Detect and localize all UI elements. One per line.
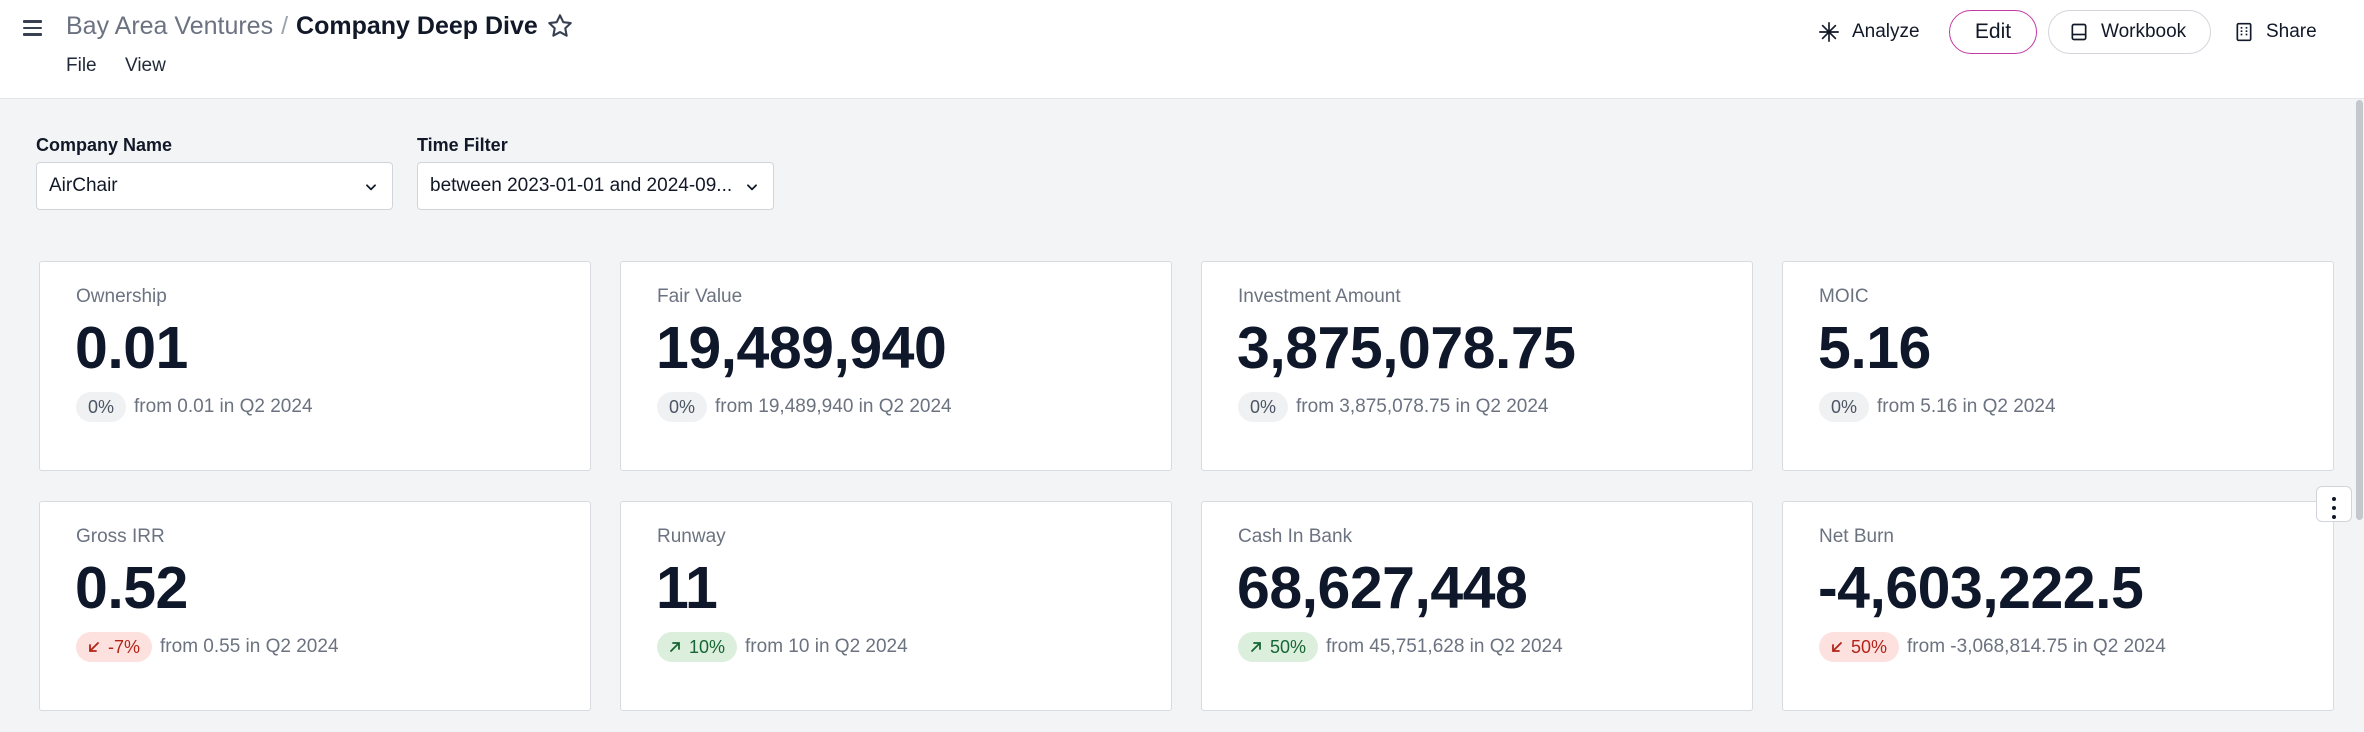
edit-label: Edit: [1974, 20, 2012, 43]
workbook-icon: [2071, 23, 2087, 41]
kpi-value: 0.52: [75, 555, 188, 621]
kpi-value: 3,875,078.75: [1237, 315, 1576, 381]
kpi-change: 0% from 3,875,078.75 in Q2 2024: [1238, 392, 1548, 422]
company-name-value: AirChair: [49, 175, 118, 196]
breadcrumb-separator: /: [281, 12, 289, 40]
share-button[interactable]: Share: [2234, 10, 2317, 54]
change-percent: 50%: [1851, 636, 1888, 657]
kpi-card-cash-in-bank[interactable]: Cash In Bank 68,627,448 50% from 45,751,…: [1201, 501, 1753, 711]
time-filter-select[interactable]: between 2023-01-01 and 2024-09...: [417, 162, 774, 210]
breadcrumb: Bay Area Ventures / Company Deep Dive: [66, 11, 538, 41]
kpi-value: 19,489,940: [656, 315, 947, 381]
change-from: from 3,875,078.75 in Q2 2024: [1296, 396, 1549, 417]
kpi-card-net-burn[interactable]: Net Burn -4,603,222.5 50% from -3,068,81…: [1782, 501, 2334, 711]
change-badge: 0%: [1238, 392, 1289, 422]
kpi-title: Cash In Bank: [1238, 526, 1353, 547]
more-vertical-icon[interactable]: [2316, 486, 2352, 522]
kpi-card-runway[interactable]: Runway 11 10% from 10 in Q2 2024: [620, 501, 1172, 711]
workbook-button[interactable]: Workbook: [2048, 10, 2211, 54]
share-label: Share: [2266, 21, 2317, 42]
scrollbar[interactable]: [2356, 100, 2363, 520]
arrow-up-right-icon: [670, 642, 680, 652]
arrow-down-left-icon: [1832, 642, 1842, 652]
kpi-value: -4,603,222.5: [1818, 555, 2144, 621]
workbook-label: Workbook: [2101, 21, 2187, 42]
chevron-down-icon: [366, 184, 376, 191]
sparkle-icon: [1819, 22, 1839, 42]
analyze-label: Analyze: [1852, 21, 1920, 42]
change-badge: 0%: [76, 392, 127, 422]
kpi-title: Ownership: [76, 286, 167, 307]
kpi-card-investment-amount[interactable]: Investment Amount 3,875,078.75 0% from 3…: [1201, 261, 1753, 471]
time-filter-label: Time Filter: [417, 135, 508, 155]
change-from: from 0.55 in Q2 2024: [160, 636, 339, 657]
company-name-select[interactable]: AirChair: [36, 162, 393, 210]
kpi-change: 50% from -3,068,814.75 in Q2 2024: [1819, 632, 2166, 662]
breadcrumb-org[interactable]: Bay Area Ventures: [66, 12, 274, 40]
change-percent: 0%: [88, 396, 115, 417]
change-from: from 19,489,940 in Q2 2024: [715, 396, 952, 417]
change-from: from 0.01 in Q2 2024: [134, 396, 313, 417]
page-title: Company Deep Dive: [296, 12, 538, 40]
change-percent: -7%: [108, 636, 141, 657]
change-percent: 0%: [1250, 396, 1277, 417]
company-name-label: Company Name: [36, 135, 173, 155]
kpi-change: -7% from 0.55 in Q2 2024: [76, 632, 339, 662]
change-badge: 50%: [1819, 632, 1900, 662]
kpi-card-moic[interactable]: MOIC 5.16 0% from 5.16 in Q2 2024: [1782, 261, 2334, 471]
kpi-value: 5.16: [1818, 315, 1931, 381]
view-menu[interactable]: View: [125, 55, 166, 76]
kpi-change: 50% from 45,751,628 in Q2 2024: [1238, 632, 1563, 662]
change-badge: 50%: [1238, 632, 1319, 662]
change-badge: -7%: [76, 632, 153, 662]
change-badge: 10%: [657, 632, 738, 662]
kpi-title: Fair Value: [657, 286, 743, 307]
change-from: from 5.16 in Q2 2024: [1877, 396, 2056, 417]
kpi-value: 0.01: [75, 315, 188, 381]
kpi-title: Investment Amount: [1238, 286, 1401, 307]
menu-icon[interactable]: [20, 14, 46, 40]
change-percent: 50%: [1270, 636, 1307, 657]
kpi-card-gross-irr[interactable]: Gross IRR 0.52 -7% from 0.55 in Q2 2024: [39, 501, 591, 711]
change-percent: 10%: [689, 636, 726, 657]
kpi-change: 0% from 19,489,940 in Q2 2024: [657, 392, 952, 422]
change-badge: 0%: [657, 392, 708, 422]
change-percent: 0%: [669, 396, 696, 417]
kpi-change: 10% from 10 in Q2 2024: [657, 632, 908, 662]
change-from: from 45,751,628 in Q2 2024: [1326, 636, 1563, 657]
kpi-change: 0% from 5.16 in Q2 2024: [1819, 392, 2056, 422]
kpi-title: Gross IRR: [76, 526, 165, 547]
change-percent: 0%: [1831, 396, 1858, 417]
kpi-change: 0% from 0.01 in Q2 2024: [76, 392, 313, 422]
kpi-title: Runway: [657, 526, 726, 547]
kpi-title: Net Burn: [1819, 526, 1894, 547]
time-filter-value: between 2023-01-01 and 2024-09...: [430, 175, 733, 196]
kpi-value: 68,627,448: [1237, 555, 1528, 621]
change-badge: 0%: [1819, 392, 1870, 422]
arrow-down-left-icon: [89, 642, 99, 652]
share-icon: [2236, 22, 2252, 42]
kpi-card-fair-value[interactable]: Fair Value 19,489,940 0% from 19,489,940…: [620, 261, 1172, 471]
analyze-button[interactable]: Analyze: [1818, 10, 1920, 54]
chevron-down-icon: [747, 184, 757, 191]
edit-button[interactable]: Edit: [1949, 10, 2037, 54]
file-menu[interactable]: File: [66, 55, 97, 76]
app-header: Bay Area Ventures / Company Deep Dive File…: [0, 0, 2364, 99]
arrow-up-right-icon: [1251, 642, 1261, 652]
kpi-card-ownership[interactable]: Ownership 0.01 0% from 0.01 in Q2 2024: [39, 261, 591, 471]
change-from: from 10 in Q2 2024: [745, 636, 908, 657]
star-icon[interactable]: [546, 12, 574, 40]
kpi-title: MOIC: [1819, 286, 1869, 307]
kpi-value: 11: [656, 555, 718, 621]
change-from: from -3,068,814.75 in Q2 2024: [1907, 636, 2166, 657]
